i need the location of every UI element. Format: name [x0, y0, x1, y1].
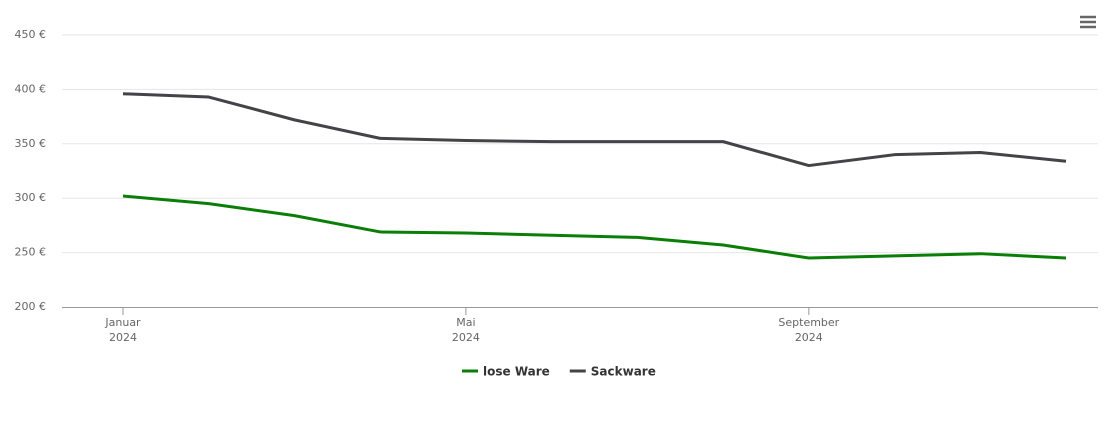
x-tick-label: 2024	[795, 331, 823, 344]
series-line	[122, 92, 1067, 168]
x-tick-label: 2024	[109, 331, 137, 344]
y-tick-label: 350 €	[15, 137, 47, 150]
y-tick-label: 200 €	[15, 300, 47, 313]
y-tick-label: 450 €	[15, 28, 47, 41]
menu-button[interactable]	[1078, 14, 1098, 30]
y-tick-label: 250 €	[15, 246, 47, 259]
y-tick-label: 400 €	[15, 82, 47, 95]
x-tick-label: Mai	[456, 316, 475, 329]
x-tick-label: September	[778, 316, 839, 329]
x-tick-label: Januar	[104, 316, 141, 329]
legend-label: lose Ware	[483, 365, 550, 379]
legend-item[interactable]: Sackware	[569, 365, 656, 379]
legend: lose Ware Sackware	[462, 365, 656, 379]
legend-item[interactable]: lose Ware	[462, 365, 550, 379]
legend-label: Sackware	[591, 365, 656, 379]
x-tick-label: 2024	[452, 331, 480, 344]
y-tick-label: 300 €	[15, 191, 47, 204]
series-line	[122, 194, 1067, 260]
